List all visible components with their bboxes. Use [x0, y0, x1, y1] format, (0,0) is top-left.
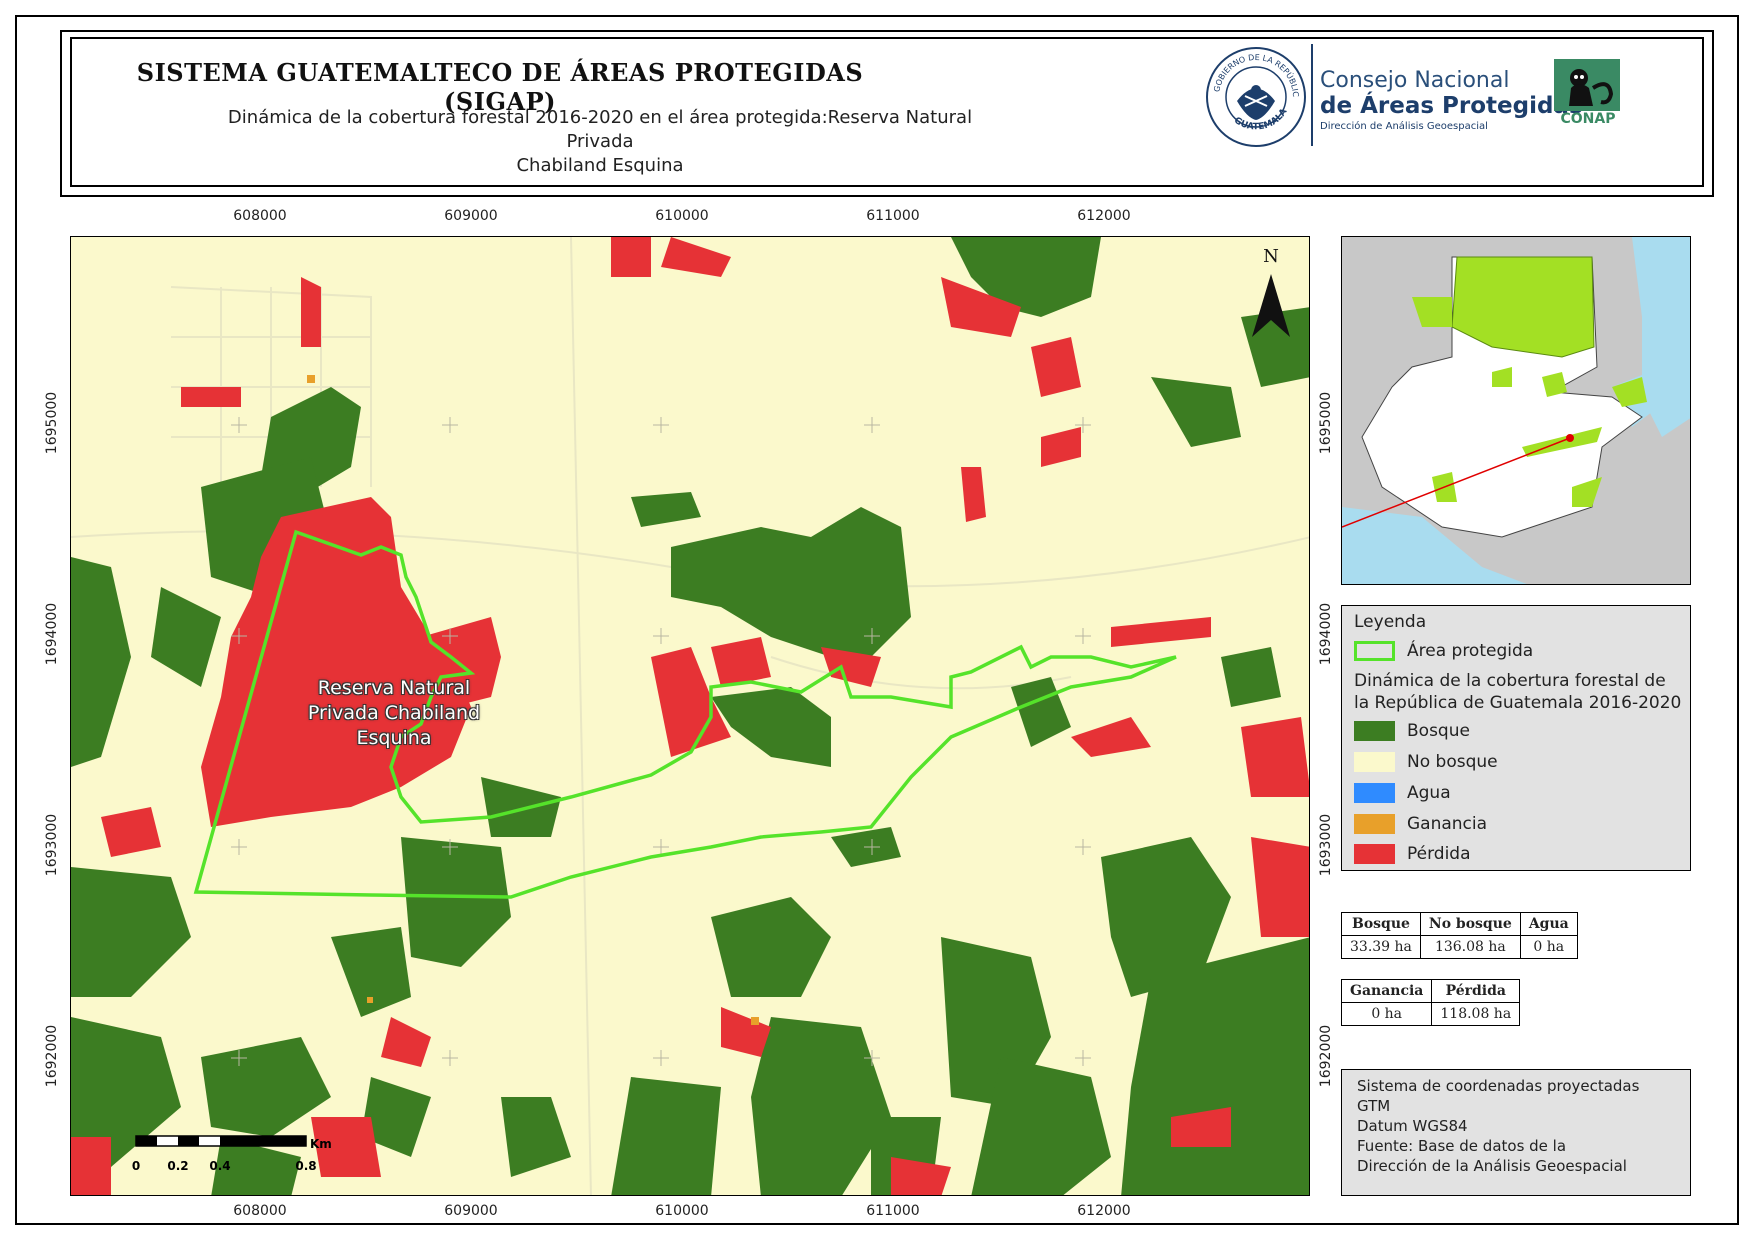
legend-item-no-bosque: No bosque [1354, 751, 1498, 773]
area-label-line: Reserva Natural [317, 677, 471, 699]
y-tick-right: 1694000 [1318, 602, 1334, 666]
crs-line: Sistema de coordenadas proyectadas [1357, 1077, 1640, 1095]
legend-swatch [1354, 844, 1395, 864]
stats-value: 118.08 ha [1431, 1002, 1521, 1026]
stats-value: 0 ha [1340, 1002, 1433, 1026]
header-frame [60, 30, 1714, 197]
land-cover-raster [71, 237, 1309, 1195]
stats-header: Pérdida [1431, 979, 1521, 1003]
y-tick-right: 1693000 [1318, 813, 1334, 877]
conap-monkey-icon [1554, 59, 1620, 111]
crs-line: Dirección de la Análisis Geoespacial [1357, 1157, 1627, 1175]
stats-header: No bosque [1419, 912, 1521, 936]
stats-header: Ganancia [1340, 979, 1433, 1003]
legend-label: No bosque [1407, 752, 1498, 772]
main-map[interactable] [70, 236, 1310, 1196]
scale-label: 0.8 [295, 1159, 316, 1173]
stats-table-2: Ganancia Pérdida 0 ha 118.08 ha [1340, 979, 1521, 1026]
conap-line-1: Consejo Nacional [1320, 68, 1510, 93]
area-label-line: Privada Chabiland [307, 702, 481, 724]
crs-line: Fuente: Base de datos de la [1357, 1137, 1567, 1155]
header-inner-frame [70, 37, 1704, 187]
legend-label: Agua [1407, 783, 1451, 803]
legend-label: Ganancia [1407, 814, 1488, 834]
legend-swatch [1354, 814, 1395, 834]
stats-header: Agua [1519, 912, 1578, 936]
crs-line: Datum WGS84 [1357, 1117, 1468, 1135]
inset-locator-map[interactable] [1341, 236, 1691, 585]
subtitle-line-2: Chabiland Esquina [516, 155, 684, 176]
crs-line: GTM [1357, 1097, 1391, 1115]
y-tick-left: 1692000 [44, 1024, 60, 1088]
y-tick-right: 1695000 [1318, 391, 1334, 455]
y-tick-left: 1693000 [44, 813, 60, 877]
legend-item-agua: Agua [1354, 782, 1451, 804]
stats-table-1: Bosque No bosque Agua 33.39 ha 136.08 ha… [1341, 912, 1578, 959]
subtitle-line-1: Dinámica de la cobertura forestal 2016-2… [227, 107, 973, 152]
x-tick-top: 609000 [444, 208, 498, 224]
x-tick-top: 610000 [655, 208, 709, 224]
scale-label: 0.4 [209, 1159, 230, 1173]
conap-line-3: Dirección de Análisis Geoespacial [1320, 121, 1488, 132]
stats-value: 0 ha [1519, 935, 1578, 959]
north-arrow-icon: N [1252, 246, 1290, 337]
x-tick-bottom: 608000 [233, 1203, 287, 1219]
area-label-line: Esquina [356, 727, 432, 749]
legend-item-ganancia: Ganancia [1354, 813, 1487, 835]
legend-swatch [1354, 783, 1395, 803]
protected-area-label: Reserva Natural Privada Chabiland Esquin… [296, 676, 492, 751]
conap-line-2: de Áreas Protegidas [1320, 93, 1583, 119]
legend-item-protected-area: Área protegida [1354, 640, 1533, 662]
scale-unit: Km [310, 1137, 332, 1151]
x-tick-bottom: 609000 [444, 1203, 498, 1219]
x-tick-bottom: 610000 [655, 1203, 709, 1219]
stats-value: 33.39 ha [1341, 935, 1421, 959]
legend-item-bosque: Bosque [1354, 720, 1470, 742]
x-tick-bottom: 612000 [1077, 1203, 1131, 1219]
x-tick-top: 612000 [1077, 208, 1131, 224]
y-tick-right: 1692000 [1318, 1024, 1334, 1088]
legend-dynamics-title: Dinámica de la cobertura forestal de la … [1354, 671, 1682, 713]
legend-item-perdida: Pérdida [1354, 843, 1471, 865]
y-tick-left: 1695000 [44, 391, 60, 455]
legend-swatch [1354, 721, 1395, 741]
scale-bar: Km 0 0.2 0.4 0.8 [132, 1135, 332, 1173]
conap-short-label: CONAP [1560, 111, 1616, 127]
map-title: SISTEMA GUATEMALTECO DE ÁREAS PROTEGIDAS… [136, 58, 864, 116]
page-frame [15, 15, 1739, 1225]
legend-swatch [1354, 641, 1395, 661]
logo-divider [1311, 44, 1313, 146]
y-tick-left: 1694000 [44, 602, 60, 666]
legend-label: Pérdida [1407, 844, 1471, 864]
guatemala-seal-icon: GOBIERNO DE LA REPÚBLICA GUATEMALA [1205, 46, 1306, 147]
x-tick-top: 611000 [866, 208, 920, 224]
map-subtitle: Dinámica de la cobertura forestal 2016-2… [200, 106, 1000, 178]
stats-value: 136.08 ha [1419, 935, 1521, 959]
legend-title: Leyenda [1354, 612, 1427, 632]
crs-info-panel: Sistema de coordenadas proyectadas GTM D… [1341, 1069, 1691, 1196]
protected-area-boundary [193, 529, 1177, 899]
legend-label: Área protegida [1407, 641, 1534, 661]
scale-label: 0.2 [167, 1159, 188, 1173]
stats-header: Bosque [1341, 912, 1421, 936]
x-tick-bottom: 611000 [866, 1203, 920, 1219]
legend-panel: Leyenda Área protegida Dinámica de la co… [1341, 605, 1691, 871]
x-tick-top: 608000 [233, 208, 287, 224]
scale-label: 0 [132, 1159, 140, 1173]
legend-swatch [1354, 752, 1395, 772]
legend-label: Bosque [1407, 721, 1470, 741]
guatemala-inset [1342, 237, 1690, 584]
north-label: N [1263, 246, 1279, 267]
conap-logo-text: Consejo Nacional de Áreas Protegidas Dir… [1320, 68, 1583, 132]
